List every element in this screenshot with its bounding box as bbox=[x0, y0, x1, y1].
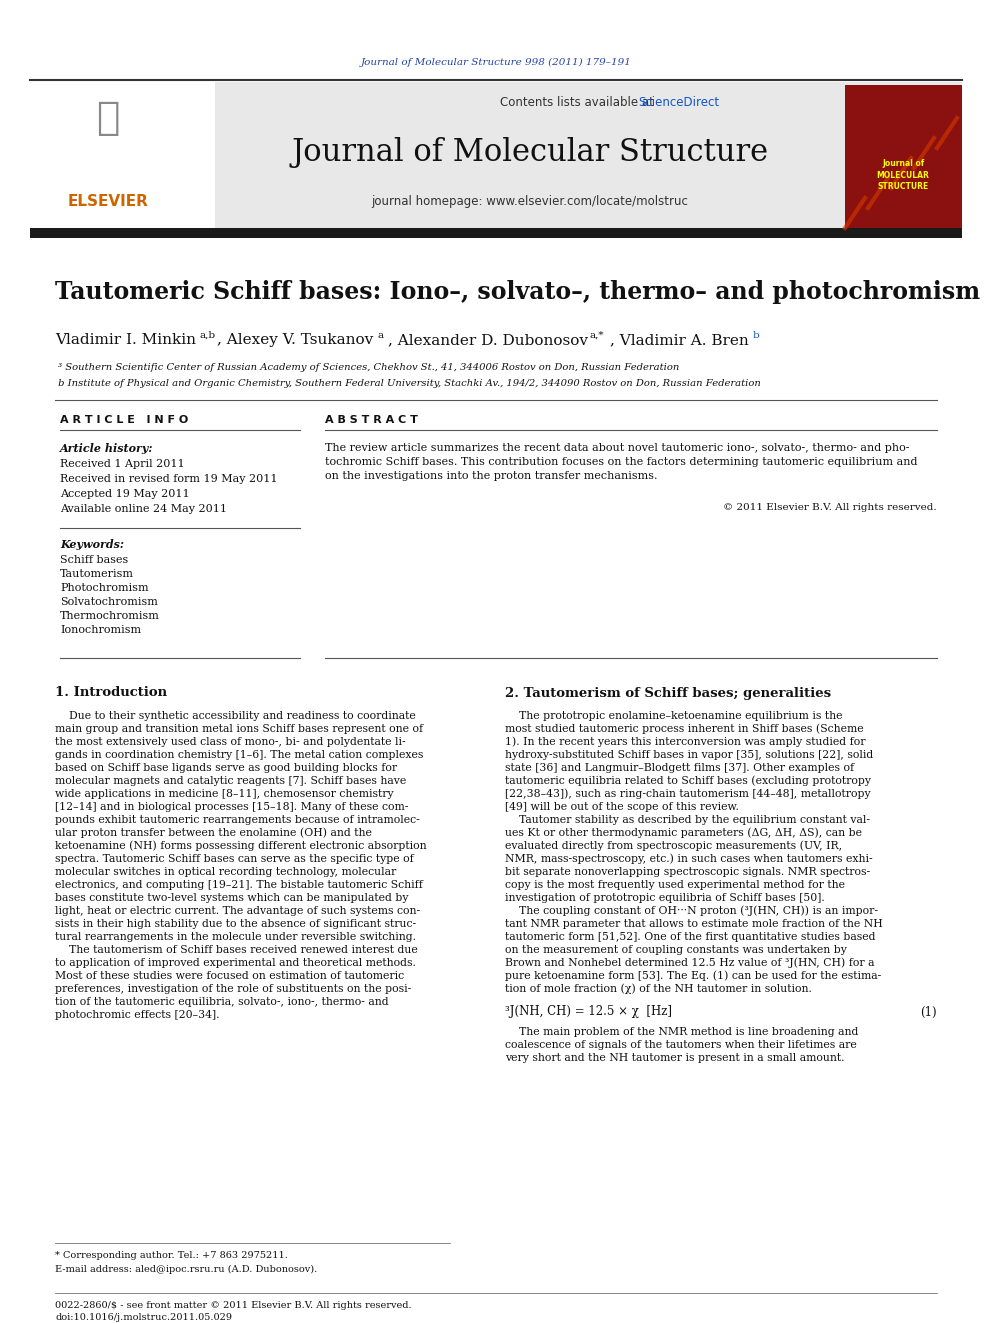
Text: tion of the tautomeric equilibria, solvato-, iono-, thermo- and: tion of the tautomeric equilibria, solva… bbox=[55, 998, 389, 1007]
Text: The review article summarizes the recent data about novel tautomeric iono-, solv: The review article summarizes the recent… bbox=[325, 443, 910, 452]
Text: on the investigations into the proton transfer mechanisms.: on the investigations into the proton tr… bbox=[325, 471, 658, 482]
Text: a,*: a,* bbox=[590, 331, 604, 340]
Text: sists in their high stability due to the absence of significant struc-: sists in their high stability due to the… bbox=[55, 919, 416, 929]
Text: Available online 24 May 2011: Available online 24 May 2011 bbox=[60, 504, 227, 515]
Text: Thermochromism: Thermochromism bbox=[60, 611, 160, 620]
Text: ³ Southern Scientific Center of Russian Academy of Sciences, Chekhov St., 41, 34: ³ Southern Scientific Center of Russian … bbox=[55, 364, 680, 373]
Text: tochromic Schiff bases. This contribution focuses on the factors determining tau: tochromic Schiff bases. This contributio… bbox=[325, 456, 918, 467]
Text: hydroxy-substituted Schiff bases in vapor [35], solutions [22], solid: hydroxy-substituted Schiff bases in vapo… bbox=[505, 750, 873, 759]
Text: ⬛: ⬛ bbox=[96, 99, 120, 138]
Text: bit separate nonoverlapping spectroscopic signals. NMR spectros-: bit separate nonoverlapping spectroscopi… bbox=[505, 867, 870, 877]
Text: pure ketoenamine form [53]. The Eq. (1) can be used for the estima-: pure ketoenamine form [53]. The Eq. (1) … bbox=[505, 971, 881, 982]
Text: molecular switches in optical recording technology, molecular: molecular switches in optical recording … bbox=[55, 867, 396, 877]
Text: spectra. Tautomeric Schiff bases can serve as the specific type of: spectra. Tautomeric Schiff bases can ser… bbox=[55, 855, 414, 864]
Text: very short and the NH tautomer is present in a small amount.: very short and the NH tautomer is presen… bbox=[505, 1053, 844, 1062]
Text: Brown and Nonhebel determined 12.5 Hz value of ³J(HN, CH) for a: Brown and Nonhebel determined 12.5 Hz va… bbox=[505, 958, 875, 968]
Text: molecular magnets and catalytic reagents [7]. Schiff bases have: molecular magnets and catalytic reagents… bbox=[55, 777, 407, 786]
Text: The main problem of the NMR method is line broadening and: The main problem of the NMR method is li… bbox=[505, 1027, 858, 1037]
Text: main group and transition metal ions Schiff bases represent one of: main group and transition metal ions Sch… bbox=[55, 724, 424, 734]
Text: evaluated directly from spectroscopic measurements (UV, IR,: evaluated directly from spectroscopic me… bbox=[505, 840, 842, 851]
Text: state [36] and Langmuir–Blodgett films [37]. Other examples of: state [36] and Langmuir–Blodgett films [… bbox=[505, 763, 854, 773]
Text: b Institute of Physical and Organic Chemistry, Southern Federal University, Stac: b Institute of Physical and Organic Chem… bbox=[55, 380, 761, 389]
Text: ³J(NH, CH) = 12.5 × χ  [Hz]: ³J(NH, CH) = 12.5 × χ [Hz] bbox=[505, 1005, 672, 1019]
Text: a,b: a,b bbox=[200, 331, 216, 340]
Text: The tautomerism of Schiff bases received renewed interest due: The tautomerism of Schiff bases received… bbox=[55, 945, 418, 955]
Text: tion of mole fraction (χ) of the NH tautomer in solution.: tion of mole fraction (χ) of the NH taut… bbox=[505, 984, 811, 995]
Text: ues Kt or other thermodynamic parameters (ΔG, ΔH, ΔS), can be: ues Kt or other thermodynamic parameters… bbox=[505, 828, 862, 839]
Text: to application of improved experimental and theoretical methods.: to application of improved experimental … bbox=[55, 958, 416, 968]
Text: Received 1 April 2011: Received 1 April 2011 bbox=[60, 459, 185, 468]
Text: Due to their synthetic accessibility and readiness to coordinate: Due to their synthetic accessibility and… bbox=[55, 710, 416, 721]
Text: ELSEVIER: ELSEVIER bbox=[67, 194, 149, 209]
Text: Tautomeric Schiff bases: Iono–, solvato–, thermo– and photochromism: Tautomeric Schiff bases: Iono–, solvato–… bbox=[55, 280, 980, 304]
Text: preferences, investigation of the role of substituents on the posi-: preferences, investigation of the role o… bbox=[55, 984, 412, 994]
Text: on the measurement of coupling constants was undertaken by: on the measurement of coupling constants… bbox=[505, 945, 847, 955]
Text: Tautomerism: Tautomerism bbox=[60, 569, 134, 579]
Text: 1. Introduction: 1. Introduction bbox=[55, 687, 167, 700]
Text: tautomeric form [51,52]. One of the first quantitative studies based: tautomeric form [51,52]. One of the firs… bbox=[505, 931, 876, 942]
Text: a: a bbox=[378, 331, 384, 340]
Text: most studied tautomeric process inherent in Shiff bases (Scheme: most studied tautomeric process inherent… bbox=[505, 724, 864, 734]
Text: wide applications in medicine [8–11], chemosensor chemistry: wide applications in medicine [8–11], ch… bbox=[55, 789, 394, 799]
Text: * Corresponding author. Tel.: +7 863 2975211.: * Corresponding author. Tel.: +7 863 297… bbox=[55, 1252, 288, 1261]
Text: copy is the most frequently used experimental method for the: copy is the most frequently used experim… bbox=[505, 880, 845, 890]
Text: tural rearrangements in the molecule under reversible switching.: tural rearrangements in the molecule und… bbox=[55, 931, 416, 942]
Text: photochromic effects [20–34].: photochromic effects [20–34]. bbox=[55, 1009, 219, 1020]
Text: Photochromism: Photochromism bbox=[60, 583, 149, 593]
Text: Keywords:: Keywords: bbox=[60, 540, 124, 550]
Text: gands in coordination chemistry [1–6]. The metal cation complexes: gands in coordination chemistry [1–6]. T… bbox=[55, 750, 424, 759]
Text: investigation of prototropic equilibria of Schiff bases [50].: investigation of prototropic equilibria … bbox=[505, 893, 824, 904]
Text: Received in revised form 19 May 2011: Received in revised form 19 May 2011 bbox=[60, 474, 278, 484]
Bar bbox=[30, 82, 962, 230]
Text: E-mail address: aled@ipoc.rsru.ru (A.D. Dubonosov).: E-mail address: aled@ipoc.rsru.ru (A.D. … bbox=[55, 1265, 317, 1274]
Text: Tautomer stability as described by the equilibrium constant val-: Tautomer stability as described by the e… bbox=[505, 815, 870, 826]
Text: based on Schiff base ligands serve as good building blocks for: based on Schiff base ligands serve as go… bbox=[55, 763, 397, 773]
Text: Schiff bases: Schiff bases bbox=[60, 556, 128, 565]
Text: light, heat or electric current. The advantage of such systems con-: light, heat or electric current. The adv… bbox=[55, 906, 421, 916]
Text: Journal of Molecular Structure: Journal of Molecular Structure bbox=[292, 136, 769, 168]
Text: Most of these studies were focused on estimation of tautomeric: Most of these studies were focused on es… bbox=[55, 971, 404, 980]
Text: (1): (1) bbox=[921, 1005, 937, 1019]
Text: The prototropic enolamine–ketoenamine equilibrium is the: The prototropic enolamine–ketoenamine eq… bbox=[505, 710, 842, 721]
Text: tautomeric equilibria related to Schiff bases (excluding prototropy: tautomeric equilibria related to Schiff … bbox=[505, 775, 871, 786]
Text: , Alexander D. Dubonosov: , Alexander D. Dubonosov bbox=[388, 333, 588, 347]
Text: A B S T R A C T: A B S T R A C T bbox=[325, 415, 418, 425]
Text: Solvatochromism: Solvatochromism bbox=[60, 597, 158, 607]
Text: © 2011 Elsevier B.V. All rights reserved.: © 2011 Elsevier B.V. All rights reserved… bbox=[723, 504, 937, 512]
Text: [12–14] and in biological processes [15–18]. Many of these com-: [12–14] and in biological processes [15–… bbox=[55, 802, 409, 812]
Text: [22,38–43]), such as ring-chain tautomerism [44–48], metallotropy: [22,38–43]), such as ring-chain tautomer… bbox=[505, 789, 871, 799]
Text: 1). In the recent years this interconversion was amply studied for: 1). In the recent years this interconver… bbox=[505, 737, 865, 747]
Text: Contents lists available at: Contents lists available at bbox=[500, 95, 658, 108]
Text: tant NMR parameter that allows to estimate mole fraction of the NH: tant NMR parameter that allows to estima… bbox=[505, 919, 883, 929]
Bar bbox=[30, 82, 215, 230]
Text: 2. Tautomerism of Schiff bases; generalities: 2. Tautomerism of Schiff bases; generali… bbox=[505, 687, 831, 700]
Text: bases constitute two-level systems which can be manipulated by: bases constitute two-level systems which… bbox=[55, 893, 409, 904]
Text: The coupling constant of OH···N proton (³J(HN, CH)) is an impor-: The coupling constant of OH···N proton (… bbox=[505, 906, 878, 917]
Text: ular proton transfer between the enolamine (OH) and the: ular proton transfer between the enolami… bbox=[55, 828, 372, 839]
Text: the most extensively used class of mono-, bi- and polydentate li-: the most extensively used class of mono-… bbox=[55, 737, 406, 747]
Bar bbox=[845, 85, 962, 228]
Text: doi:10.1016/j.molstruc.2011.05.029: doi:10.1016/j.molstruc.2011.05.029 bbox=[55, 1312, 232, 1322]
Text: Journal of
MOLECULAR
STRUCTURE: Journal of MOLECULAR STRUCTURE bbox=[877, 159, 930, 192]
Text: pounds exhibit tautomeric rearrangements because of intramolec-: pounds exhibit tautomeric rearrangements… bbox=[55, 815, 420, 826]
Text: ketoenamine (NH) forms possessing different electronic absorption: ketoenamine (NH) forms possessing differ… bbox=[55, 840, 427, 851]
Text: coalescence of signals of the tautomers when their lifetimes are: coalescence of signals of the tautomers … bbox=[505, 1040, 857, 1050]
Text: ScienceDirect: ScienceDirect bbox=[638, 95, 719, 108]
Text: journal homepage: www.elsevier.com/locate/molstruc: journal homepage: www.elsevier.com/locat… bbox=[372, 196, 688, 209]
Text: A R T I C L E   I N F O: A R T I C L E I N F O bbox=[60, 415, 188, 425]
Text: Journal of Molecular Structure 998 (2011) 179–191: Journal of Molecular Structure 998 (2011… bbox=[360, 57, 632, 66]
Text: NMR, mass-spectroscopy, etc.) in such cases when tautomers exhi-: NMR, mass-spectroscopy, etc.) in such ca… bbox=[505, 853, 873, 864]
Text: , Vladimir A. Bren: , Vladimir A. Bren bbox=[610, 333, 749, 347]
Text: 0022-2860/$ - see front matter © 2011 Elsevier B.V. All rights reserved.: 0022-2860/$ - see front matter © 2011 El… bbox=[55, 1301, 412, 1310]
Text: [49] will be out of the scope of this review.: [49] will be out of the scope of this re… bbox=[505, 802, 739, 812]
Text: Article history:: Article history: bbox=[60, 442, 154, 454]
Text: Ionochromism: Ionochromism bbox=[60, 624, 141, 635]
Text: b: b bbox=[753, 331, 760, 340]
Text: electronics, and computing [19–21]. The bistable tautomeric Schiff: electronics, and computing [19–21]. The … bbox=[55, 880, 423, 890]
Text: Accepted 19 May 2011: Accepted 19 May 2011 bbox=[60, 490, 189, 499]
Text: Vladimir I. Minkin: Vladimir I. Minkin bbox=[55, 333, 196, 347]
Text: , Alexey V. Tsukanov: , Alexey V. Tsukanov bbox=[217, 333, 373, 347]
Bar bbox=[30, 228, 962, 238]
